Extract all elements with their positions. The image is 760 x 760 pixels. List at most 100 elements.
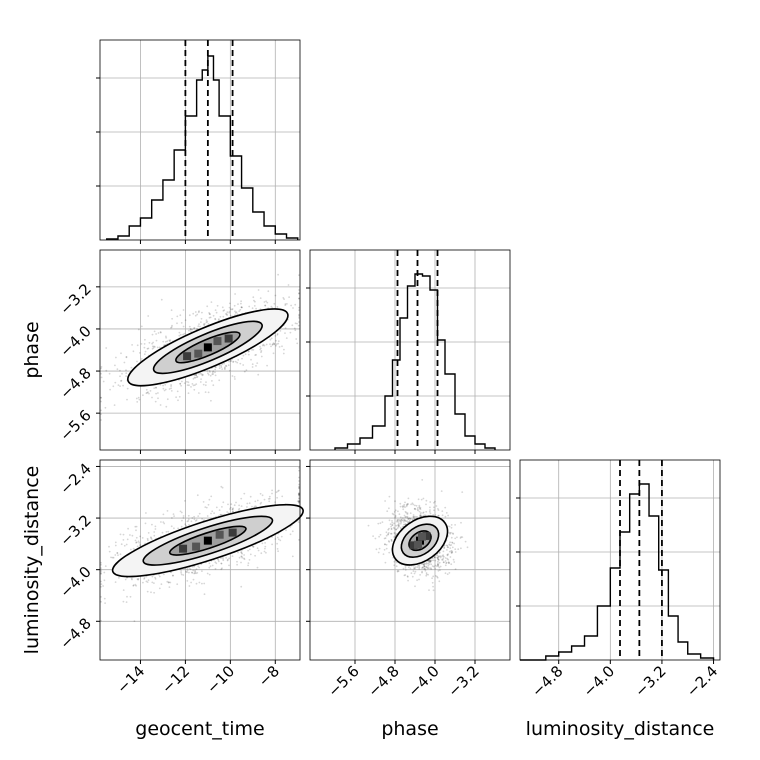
sample-point (427, 564, 430, 567)
sample-point (395, 528, 397, 531)
sample-point (193, 327, 195, 330)
sample-point (403, 574, 406, 577)
sample-point (151, 575, 154, 578)
sample-point (192, 569, 195, 572)
sample-point (100, 580, 102, 583)
sample-point (223, 362, 226, 365)
sample-point (143, 353, 146, 356)
y-tick-label: −3.2 (56, 280, 94, 318)
panel-border (309, 459, 511, 661)
sample-point (158, 573, 160, 576)
sample-point (443, 547, 445, 549)
sample-point (249, 553, 252, 556)
sample-point (446, 553, 449, 556)
sample-point (135, 584, 138, 587)
sample-point (393, 564, 396, 567)
sample-point (298, 493, 300, 496)
sample-point (261, 542, 264, 545)
sample-point (274, 335, 277, 337)
sample-point (210, 399, 212, 402)
sample-point (290, 304, 292, 307)
sample-point (218, 318, 220, 320)
sample-point (195, 519, 198, 521)
sample-point (387, 540, 390, 542)
sample-point (135, 529, 137, 532)
sample-point (225, 557, 228, 559)
sample-point (442, 554, 444, 556)
sample-point (429, 506, 431, 509)
sample-point (186, 569, 189, 572)
sample-point (167, 530, 170, 533)
sample-point (154, 525, 157, 528)
sample-point (188, 571, 190, 574)
sample-point (264, 545, 267, 548)
sample-point (122, 589, 125, 591)
sample-point (248, 502, 251, 505)
sample-point (199, 372, 202, 375)
sample-point (407, 566, 410, 569)
sample-point (221, 368, 224, 370)
sample-point (401, 525, 404, 528)
sample-point (399, 505, 402, 508)
sample-point (153, 330, 156, 333)
sample-point (279, 330, 282, 332)
sample-point (437, 558, 440, 561)
sample-point (430, 568, 433, 570)
y-tick-label: −4.8 (56, 614, 94, 652)
sample-point (204, 506, 207, 508)
sample-point (162, 384, 165, 387)
density-core-cell (183, 352, 192, 361)
sample-point (166, 580, 169, 583)
sample-point (154, 528, 157, 530)
sample-point (255, 365, 257, 367)
sample-point (298, 486, 300, 489)
sample-point (170, 309, 173, 312)
sample-point (383, 537, 386, 540)
sample-point (114, 541, 117, 544)
sample-point (298, 501, 300, 504)
sample-point (146, 391, 149, 394)
sample-point (155, 333, 158, 335)
sample-point (297, 324, 300, 327)
sample-point (257, 549, 260, 552)
sample-point (182, 309, 185, 311)
sample-point (228, 311, 231, 314)
sample-point (390, 539, 393, 541)
x-tick-label: −8 (255, 662, 283, 690)
sample-point (418, 578, 420, 581)
sample-point (134, 583, 137, 586)
sample-point (230, 503, 233, 506)
sample-point (188, 585, 191, 587)
y-axis-label-phase: phase (21, 321, 43, 378)
sample-point (411, 518, 414, 521)
sample-point (390, 532, 392, 535)
sample-point (263, 344, 266, 347)
sample-point (404, 519, 406, 522)
sample-point (224, 368, 226, 371)
sample-point (390, 525, 392, 528)
sample-point (433, 506, 435, 509)
sample-point (225, 313, 227, 315)
sample-point (187, 518, 190, 521)
sample-point (414, 508, 417, 511)
sample-point (395, 524, 398, 527)
sample-point (132, 547, 135, 550)
sample-point (416, 566, 419, 569)
sample-point (271, 492, 273, 495)
sample-point (291, 555, 294, 558)
sample-point (156, 346, 159, 349)
sample-point (172, 574, 174, 577)
sample-point (151, 523, 153, 526)
sample-point (125, 601, 128, 603)
sample-point (434, 556, 436, 559)
sample-point (394, 514, 397, 517)
sample-point (421, 563, 423, 565)
sample-point (240, 555, 243, 558)
sample-point (377, 522, 380, 525)
sample-point (238, 310, 241, 312)
sample-point (210, 495, 213, 498)
sample-point (409, 517, 412, 520)
sample-point (281, 345, 283, 348)
sample-point (100, 561, 102, 564)
sample-point (221, 306, 224, 309)
